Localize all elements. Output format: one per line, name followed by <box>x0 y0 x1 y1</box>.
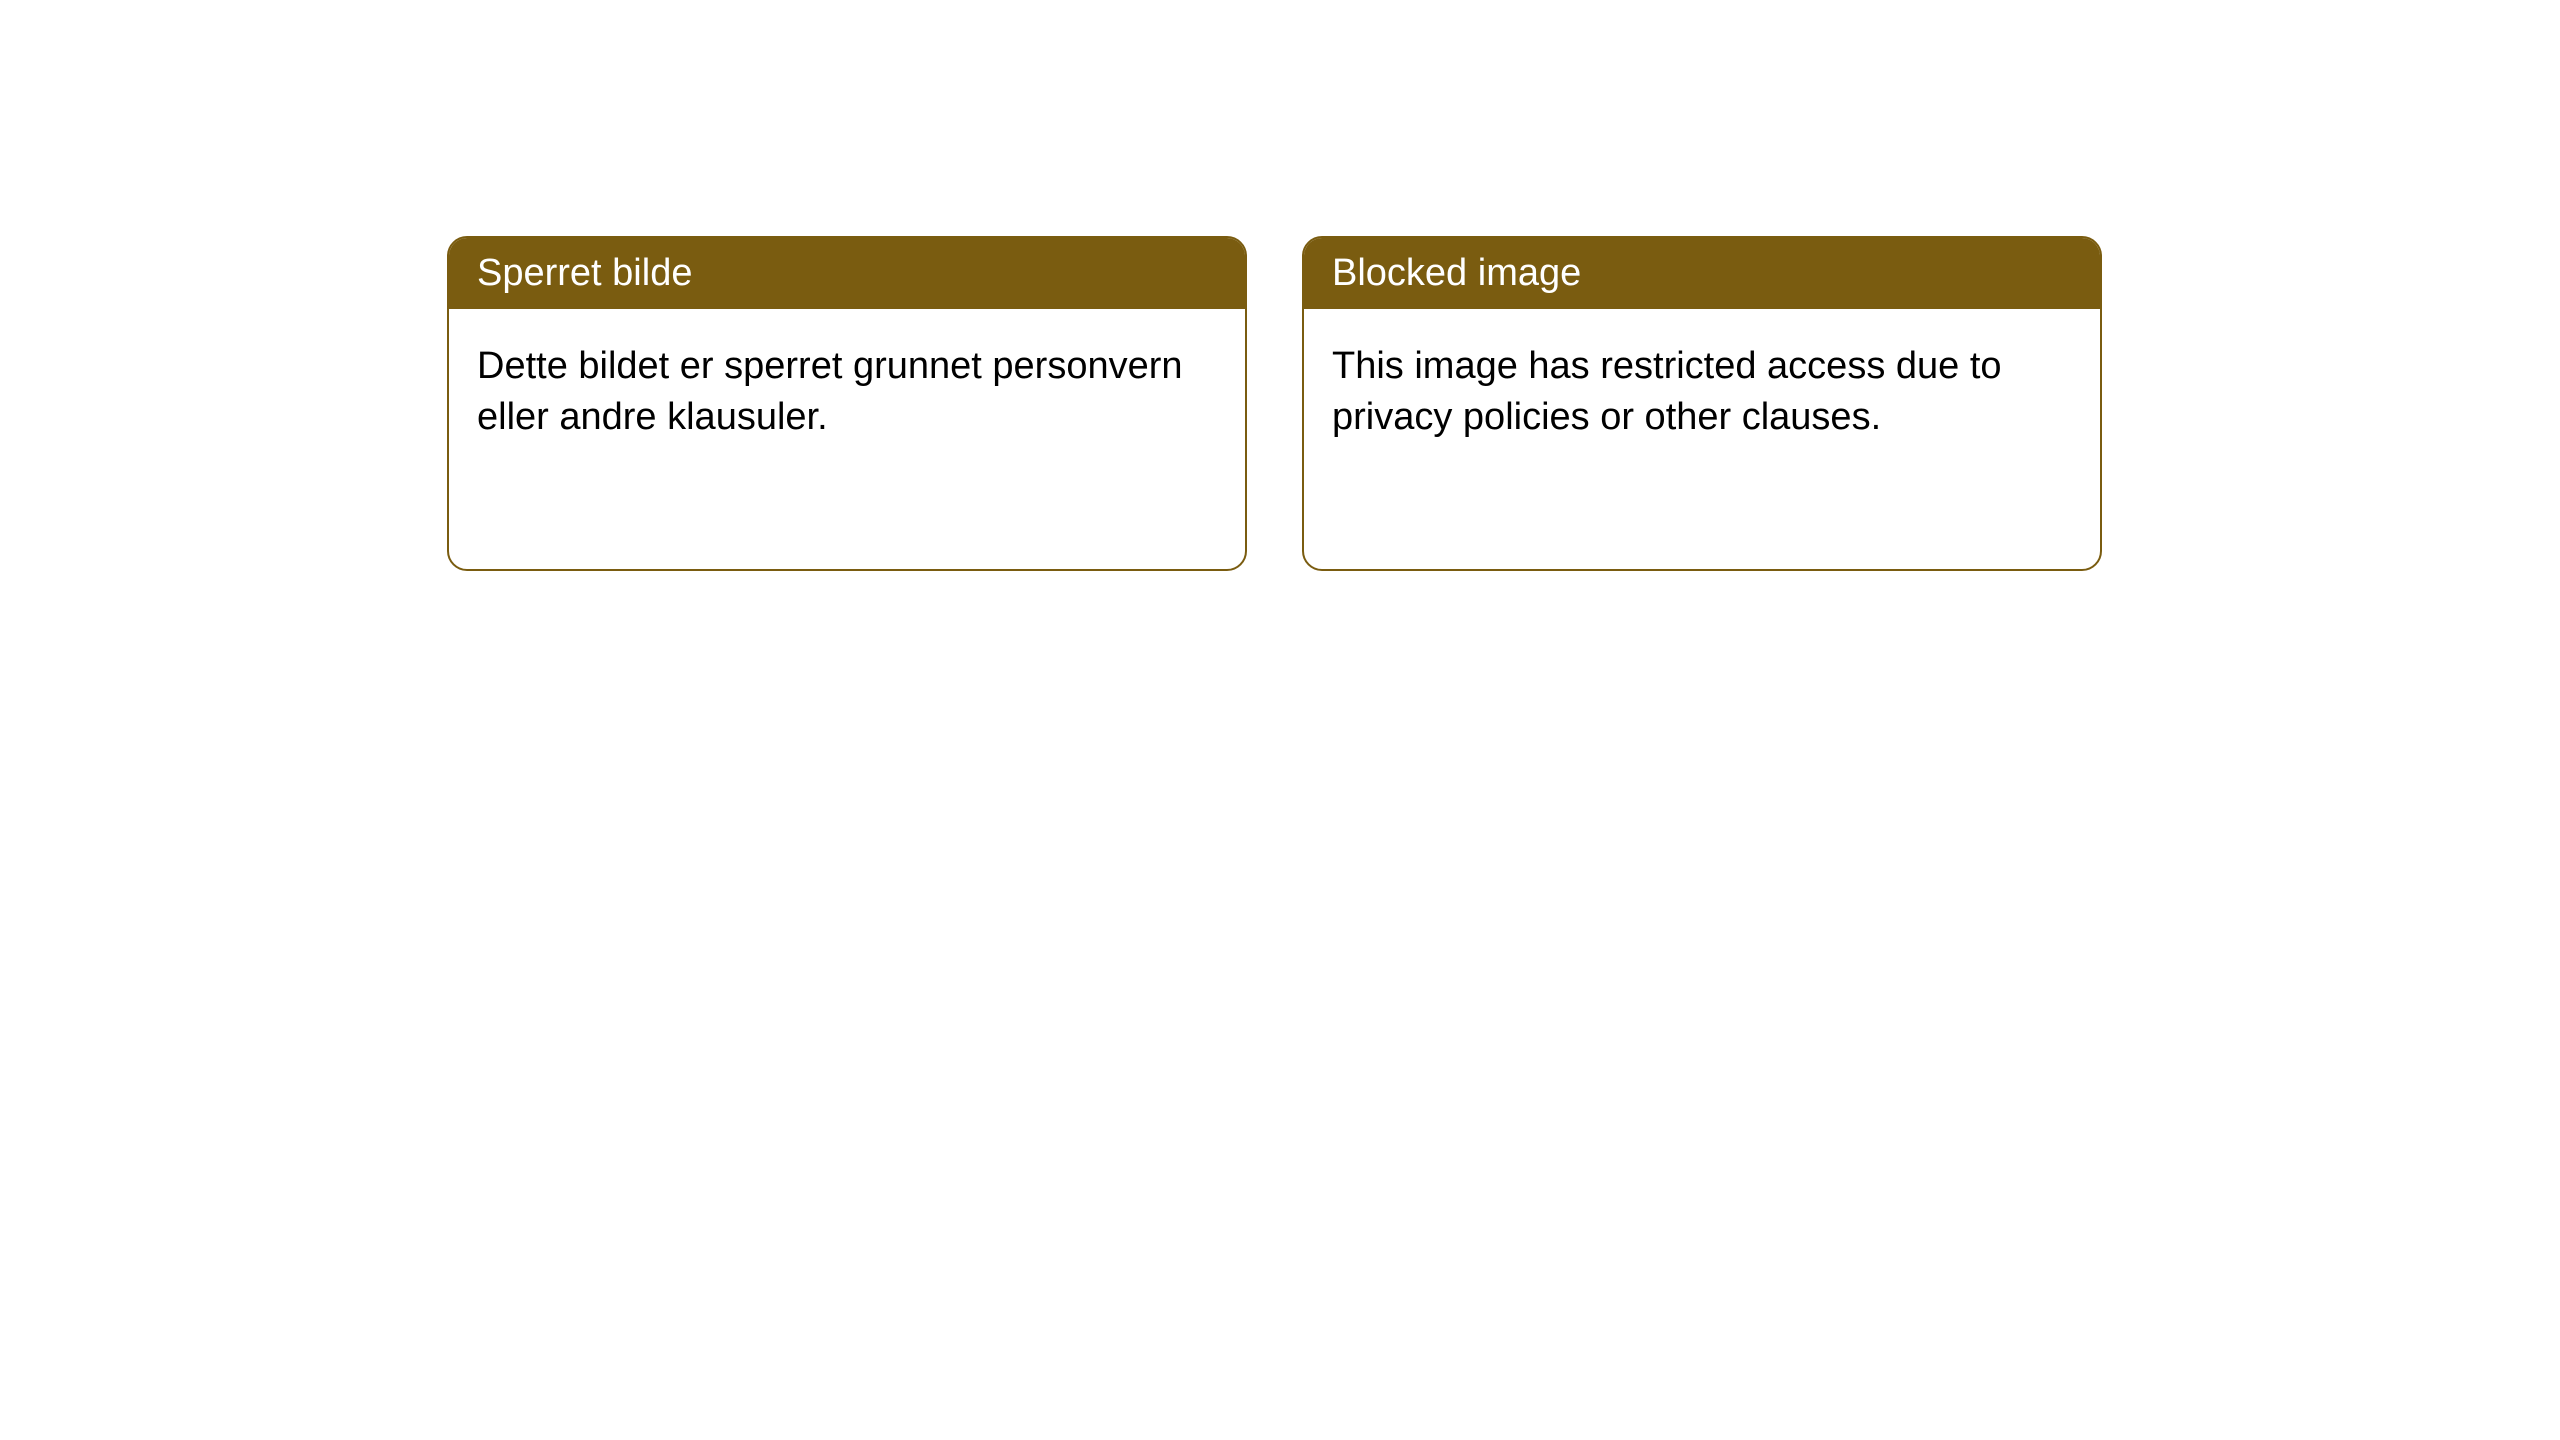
card-header: Blocked image <box>1304 238 2100 309</box>
card-body: This image has restricted access due to … <box>1304 309 2100 476</box>
card-header: Sperret bilde <box>449 238 1245 309</box>
card-title: Blocked image <box>1332 252 1581 294</box>
card-body-text: This image has restricted access due to … <box>1332 345 2002 438</box>
notice-card-norwegian: Sperret bilde Dette bildet er sperret gr… <box>447 236 1247 571</box>
notice-card-english: Blocked image This image has restricted … <box>1302 236 2102 571</box>
card-body-text: Dette bildet er sperret grunnet personve… <box>477 345 1183 438</box>
card-title: Sperret bilde <box>477 252 692 294</box>
notice-cards-container: Sperret bilde Dette bildet er sperret gr… <box>447 236 2102 571</box>
card-body: Dette bildet er sperret grunnet personve… <box>449 309 1245 476</box>
